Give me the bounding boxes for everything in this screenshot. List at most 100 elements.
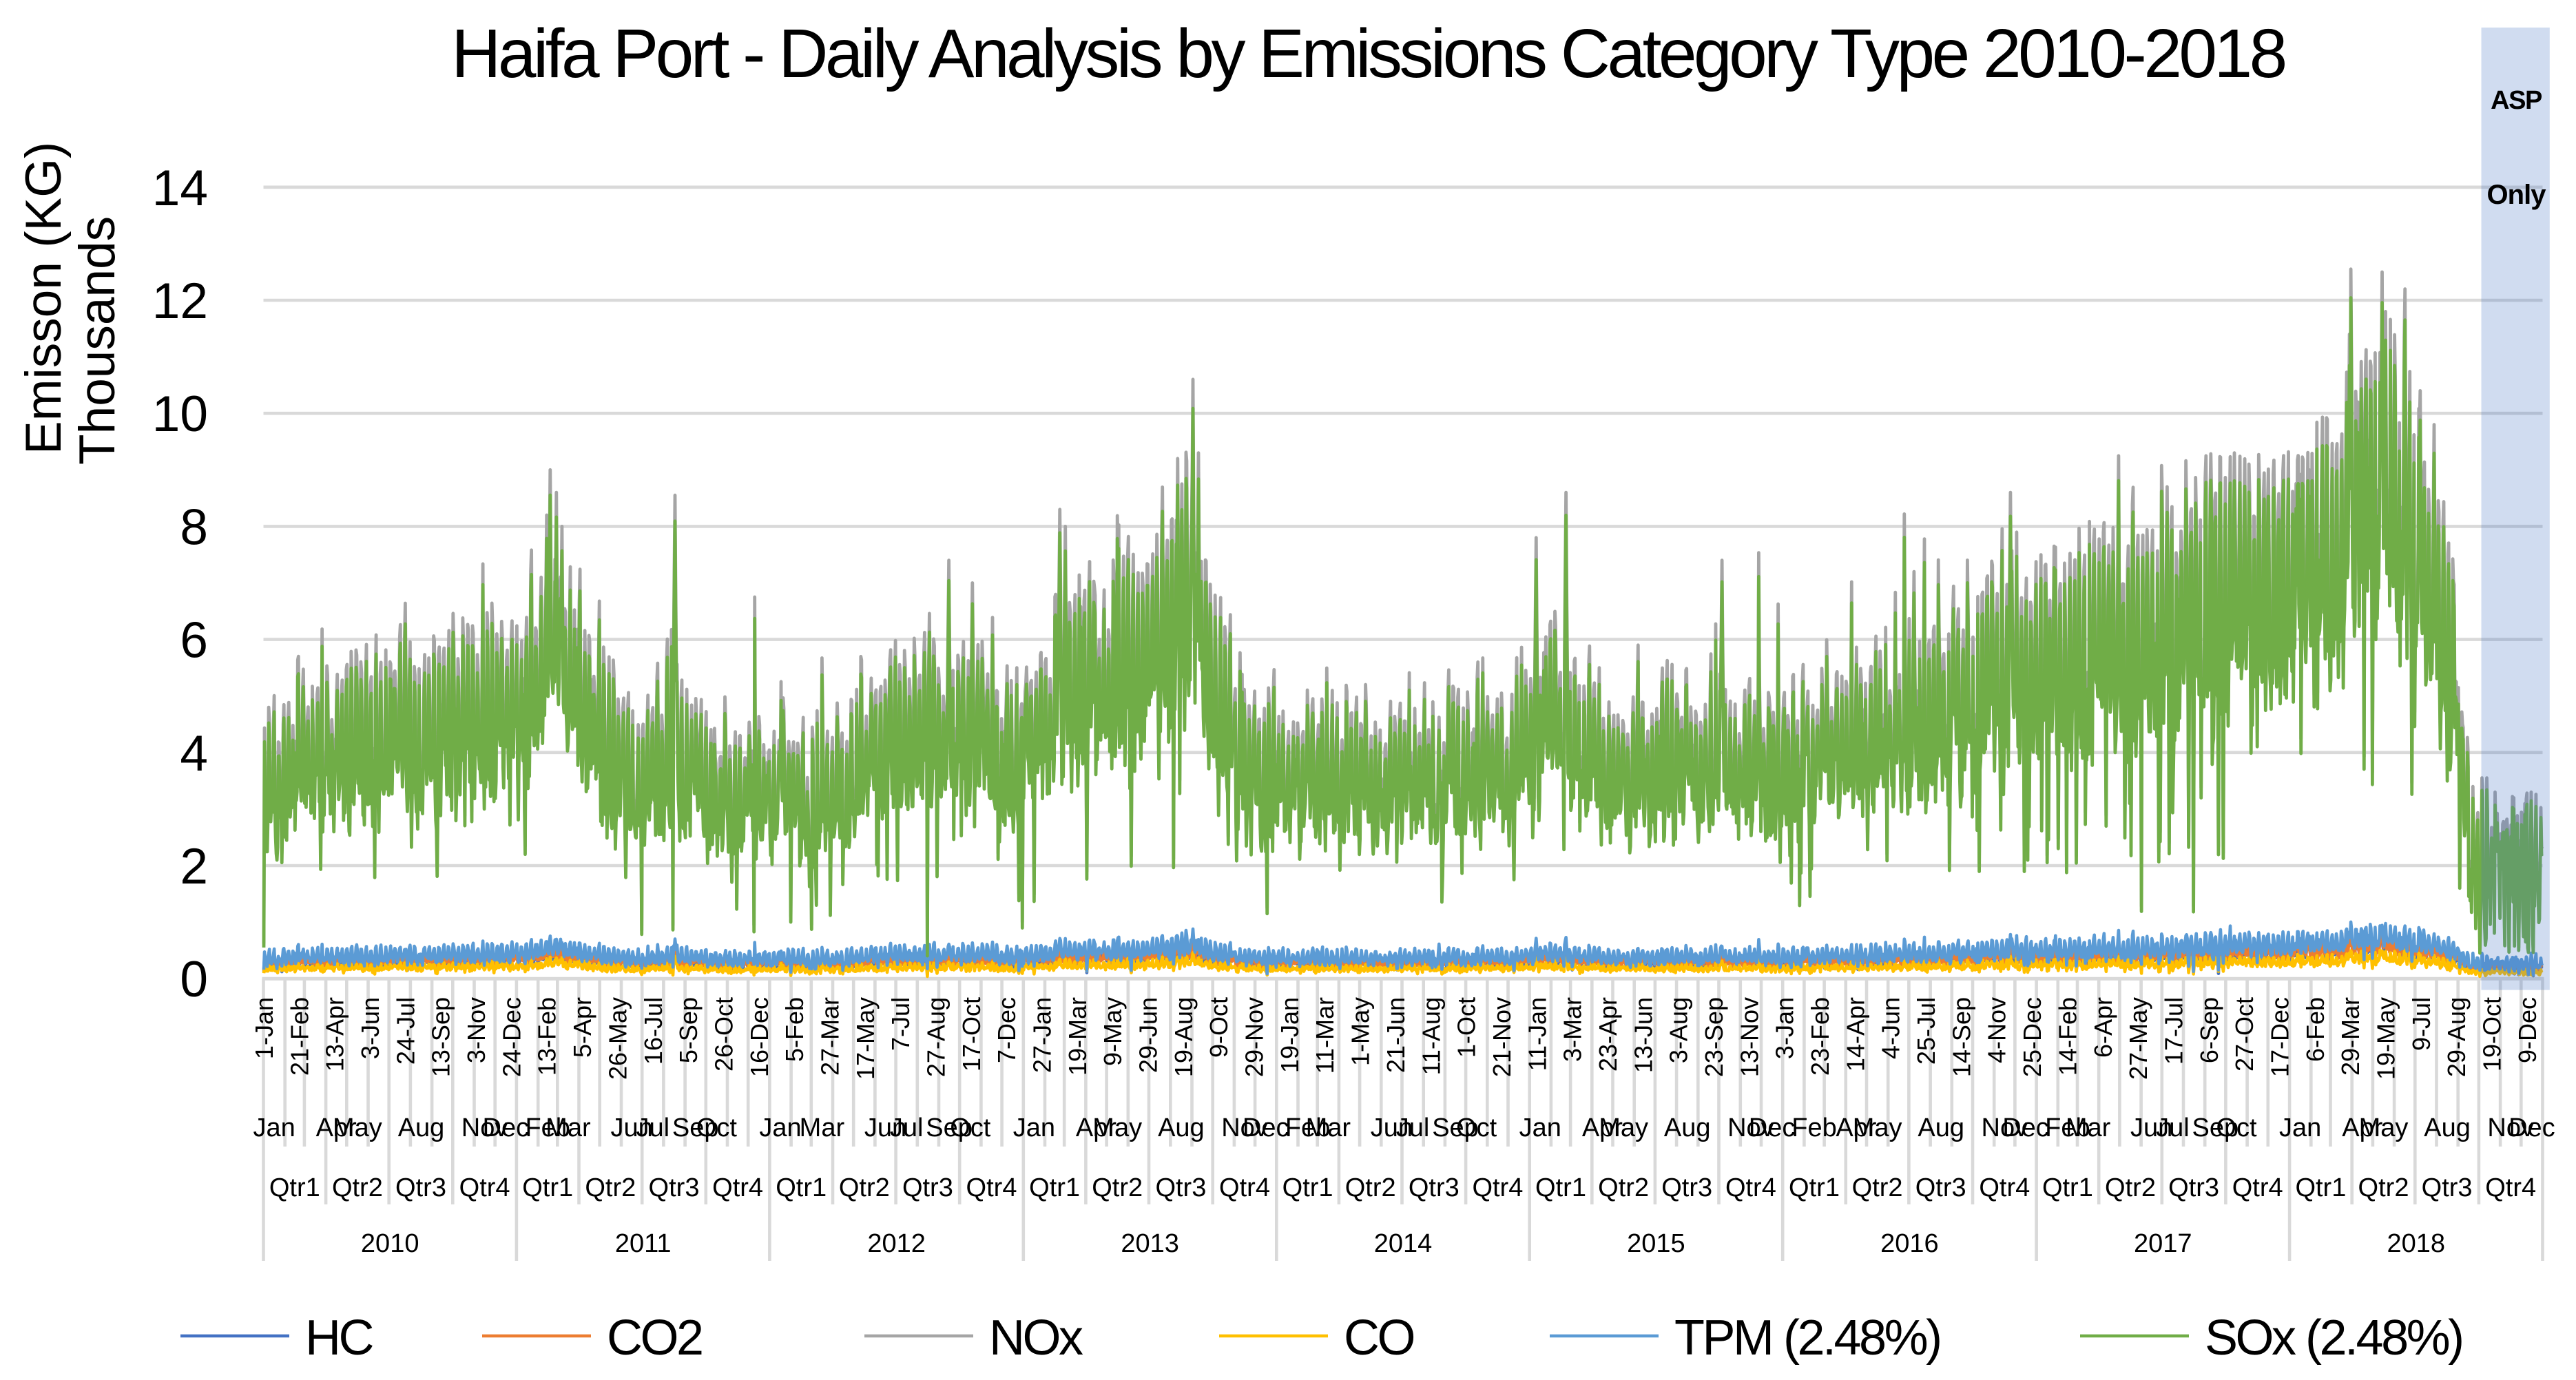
svg-text:13-Apr: 13-Apr	[321, 997, 349, 1071]
svg-text:6-Apr: 6-Apr	[2089, 997, 2117, 1058]
svg-text:19-Aug: 19-Aug	[1170, 997, 1198, 1077]
svg-text:Qtr2: Qtr2	[1852, 1173, 1903, 1202]
svg-text:Haifa Port - Daily Analysis by: Haifa Port - Daily Analysis by Emissions…	[451, 15, 2285, 92]
svg-text:Qtr1: Qtr1	[2042, 1173, 2093, 1202]
svg-text:Qtr4: Qtr4	[712, 1173, 763, 1202]
svg-text:Dec: Dec	[2002, 1114, 2049, 1142]
svg-text:1-Oct: 1-Oct	[1453, 997, 1481, 1058]
svg-text:Apr: Apr	[1836, 1114, 1876, 1142]
svg-text:Qtr1: Qtr1	[1282, 1173, 1333, 1202]
svg-text:29-Mar: 29-Mar	[2336, 997, 2365, 1076]
svg-text:Qtr1: Qtr1	[522, 1173, 573, 1202]
svg-text:1-Jan: 1-Jan	[250, 997, 278, 1059]
svg-text:Apr: Apr	[316, 1114, 357, 1142]
svg-text:17-Oct: 17-Oct	[957, 997, 986, 1071]
svg-text:26-May: 26-May	[603, 997, 632, 1080]
svg-text:Qtr4: Qtr4	[1219, 1173, 1270, 1202]
svg-text:Oct: Oct	[696, 1114, 738, 1142]
svg-text:2015: 2015	[1627, 1229, 1685, 1258]
svg-text:29-Jun: 29-Jun	[1134, 997, 1163, 1073]
svg-text:3-Jan: 3-Jan	[1771, 997, 1799, 1059]
svg-text:4-Nov: 4-Nov	[1983, 997, 2011, 1063]
svg-text:Jun: Jun	[864, 1114, 906, 1142]
svg-text:7-Dec: 7-Dec	[993, 997, 1021, 1063]
svg-text:Jan: Jan	[2279, 1114, 2321, 1142]
svg-text:27-May: 27-May	[2124, 997, 2152, 1080]
svg-text:Thousands: Thousands	[70, 216, 125, 465]
svg-text:Aug: Aug	[1918, 1114, 1964, 1142]
svg-text:CO2: CO2	[607, 1310, 702, 1366]
svg-text:3-Mar: 3-Mar	[1559, 997, 1587, 1062]
svg-text:6-Sep: 6-Sep	[2195, 997, 2223, 1063]
svg-text:HC: HC	[305, 1310, 373, 1366]
svg-text:Dec: Dec	[2509, 1114, 2555, 1142]
svg-text:27-Mar: 27-Mar	[816, 997, 844, 1076]
svg-text:Nov: Nov	[461, 1114, 508, 1142]
svg-text:Qtr2: Qtr2	[2105, 1173, 2156, 1202]
svg-text:21-Feb: 21-Feb	[285, 997, 313, 1076]
svg-text:Jan: Jan	[253, 1114, 295, 1142]
svg-text:Mar: Mar	[800, 1114, 845, 1142]
svg-text:23-Sep: 23-Sep	[1700, 997, 1728, 1077]
svg-text:Dec: Dec	[483, 1114, 530, 1142]
svg-text:Jul: Jul	[890, 1114, 924, 1142]
svg-text:25-Jul: 25-Jul	[1912, 997, 1940, 1065]
svg-text:26-Oct: 26-Oct	[709, 997, 738, 1071]
svg-text:16-Dec: 16-Dec	[745, 997, 773, 1077]
svg-text:9-Jul: 9-Jul	[2407, 997, 2435, 1051]
svg-text:11-Aug: 11-Aug	[1417, 997, 1445, 1075]
svg-text:3-Jun: 3-Jun	[356, 997, 384, 1059]
svg-text:Qtr2: Qtr2	[1345, 1173, 1396, 1202]
svg-text:2018: 2018	[2387, 1229, 2446, 1258]
svg-text:Qtr1: Qtr1	[776, 1173, 827, 1202]
svg-text:13-Sep: 13-Sep	[427, 997, 455, 1077]
svg-text:23-Apr: 23-Apr	[1594, 997, 1622, 1071]
svg-text:TPM (2.48%): TPM (2.48%)	[1674, 1310, 1940, 1366]
svg-text:Qtr3: Qtr3	[649, 1173, 700, 1202]
svg-text:Qtr4: Qtr4	[1472, 1173, 1523, 1202]
svg-text:Emisson (KG): Emisson (KG)	[16, 142, 72, 454]
svg-text:Qtr1: Qtr1	[1029, 1173, 1080, 1202]
svg-text:5-Feb: 5-Feb	[780, 997, 809, 1062]
svg-text:Qtr2: Qtr2	[839, 1173, 890, 1202]
svg-text:2012: 2012	[867, 1229, 926, 1258]
svg-text:5-Apr: 5-Apr	[568, 997, 596, 1058]
svg-text:0: 0	[180, 952, 208, 1007]
svg-text:2010: 2010	[361, 1229, 419, 1258]
svg-text:CO: CO	[1344, 1310, 1413, 1366]
svg-text:Sep: Sep	[926, 1114, 973, 1142]
svg-text:Qtr3: Qtr3	[1915, 1173, 1966, 1202]
svg-text:Qtr3: Qtr3	[395, 1173, 446, 1202]
svg-text:Qtr3: Qtr3	[902, 1173, 953, 1202]
svg-text:Qtr2: Qtr2	[1092, 1173, 1143, 1202]
svg-text:Aug: Aug	[398, 1114, 445, 1142]
svg-text:Jun: Jun	[610, 1114, 652, 1142]
svg-text:May: May	[1599, 1114, 1648, 1142]
svg-text:Nov: Nov	[1727, 1114, 1774, 1142]
svg-text:Jan: Jan	[1013, 1114, 1055, 1142]
svg-text:2017: 2017	[2134, 1229, 2192, 1258]
svg-text:May: May	[1092, 1114, 1142, 1142]
svg-text:7-Jul: 7-Jul	[886, 997, 915, 1051]
svg-text:5-Sep: 5-Sep	[674, 997, 703, 1063]
svg-text:Sep: Sep	[1432, 1114, 1479, 1142]
svg-text:14-Apr: 14-Apr	[1841, 997, 1869, 1071]
svg-text:8: 8	[180, 499, 208, 555]
svg-text:Qtr3: Qtr3	[1409, 1173, 1460, 1202]
svg-text:17-Jul: 17-Jul	[2159, 997, 2188, 1065]
svg-text:Oct: Oct	[950, 1114, 991, 1142]
svg-text:16-Jul: 16-Jul	[639, 997, 667, 1065]
svg-text:17-May: 17-May	[851, 997, 880, 1080]
svg-text:Aug: Aug	[2424, 1114, 2471, 1142]
svg-text:Jan: Jan	[1519, 1114, 1561, 1142]
svg-text:19-Jan: 19-Jan	[1276, 997, 1304, 1073]
svg-text:4-Jun: 4-Jun	[1877, 997, 1905, 1059]
svg-text:May: May	[2359, 1114, 2409, 1142]
svg-text:9-Oct: 9-Oct	[1205, 997, 1233, 1058]
svg-text:10: 10	[152, 386, 208, 442]
svg-text:Sep: Sep	[672, 1114, 719, 1142]
svg-text:May: May	[333, 1114, 382, 1142]
svg-text:3-Aug: 3-Aug	[1665, 997, 1693, 1063]
svg-text:Mar: Mar	[1306, 1114, 1351, 1142]
svg-text:Qtr4: Qtr4	[1979, 1173, 2030, 1202]
